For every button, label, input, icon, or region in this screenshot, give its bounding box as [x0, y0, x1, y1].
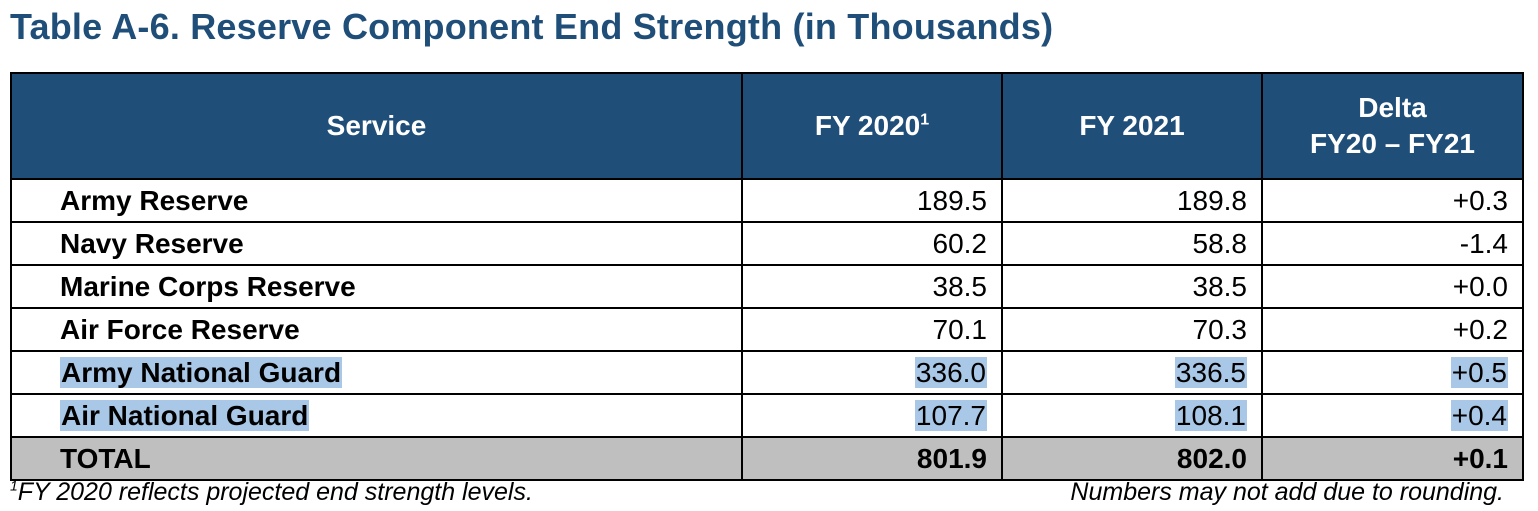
fy2021-cell: 108.1	[1001, 394, 1263, 438]
text-highlight: 108.1	[1174, 399, 1247, 431]
service-cell: Navy Reserve	[10, 222, 743, 266]
text-highlight: +0.5	[1450, 356, 1508, 388]
delta-cell: +0.3	[1261, 179, 1524, 223]
text-highlight: Army National Guard	[60, 356, 343, 388]
column-header-fy2021: FY 2021	[1001, 72, 1263, 180]
delta-cell: +0.2	[1261, 308, 1524, 352]
footnote: 1FY 2020 reflects projected end strength…	[10, 478, 533, 507]
column-header-service: Service	[10, 72, 743, 180]
service-cell: Marine Corps Reserve	[10, 265, 743, 309]
fy2020-cell: 38.5	[741, 265, 1003, 309]
footnote-text: FY 2020 reflects projected end strength …	[17, 478, 533, 506]
total-fy2020-cell: 801.9	[741, 437, 1003, 481]
column-header-delta: Delta FY20 – FY21	[1261, 72, 1524, 180]
table-row: Air Force Reserve 70.1 70.3 +0.2	[10, 308, 1524, 352]
table-row-highlighted: Army National Guard 336.0 336.5 +0.5	[10, 351, 1524, 395]
service-cell: Army Reserve	[10, 179, 743, 223]
total-row: TOTAL 801.9 802.0 +0.1	[10, 437, 1524, 481]
fy2020-cell: 70.1	[741, 308, 1003, 352]
fy2021-cell: 38.5	[1001, 265, 1263, 309]
header-row: Service FY 20201 FY 2021 Delta FY20 – FY2…	[10, 72, 1524, 180]
fy2021-cell: 336.5	[1001, 351, 1263, 395]
text-highlight: Air National Guard	[60, 399, 310, 431]
fy2020-cell: 189.5	[741, 179, 1003, 223]
text-highlight: 107.7	[914, 399, 987, 431]
fy2021-cell: 70.3	[1001, 308, 1263, 352]
table-row-highlighted: Air National Guard 107.7 108.1 +0.4	[10, 394, 1524, 438]
service-cell: Air National Guard	[10, 394, 743, 438]
fy2020-cell: 60.2	[741, 222, 1003, 266]
total-label-cell: TOTAL	[10, 437, 743, 481]
end-strength-table: Service FY 20201 FY 2021 Delta FY20 – FY2…	[10, 72, 1524, 481]
delta-cell: +0.5	[1261, 351, 1524, 395]
service-cell: Air Force Reserve	[10, 308, 743, 352]
column-header-fy2020: FY 20201	[741, 72, 1003, 180]
table-row: Army Reserve 189.5 189.8 +0.3	[10, 179, 1524, 223]
footnote-marker: 1	[10, 477, 18, 494]
fy2020-cell: 107.7	[741, 394, 1003, 438]
footnote-marker: 1	[920, 111, 930, 129]
total-fy2021-cell: 802.0	[1001, 437, 1263, 481]
service-cell: Army National Guard	[10, 351, 743, 395]
delta-cell: -1.4	[1261, 222, 1524, 266]
text-highlight: 336.5	[1174, 356, 1247, 388]
fy2020-cell: 336.0	[741, 351, 1003, 395]
fy2021-cell: 58.8	[1001, 222, 1263, 266]
table-row: Navy Reserve 60.2 58.8 -1.4	[10, 222, 1524, 266]
delta-cell: +0.0	[1261, 265, 1524, 309]
text-highlight: 336.0	[914, 356, 987, 388]
rounding-note: Numbers may not add due to rounding.	[1070, 478, 1504, 506]
fy2021-cell: 189.8	[1001, 179, 1263, 223]
total-delta-cell: +0.1	[1261, 437, 1524, 481]
table-row: Marine Corps Reserve 38.5 38.5 +0.0	[10, 265, 1524, 309]
table-title: Table A-6. Reserve Component End Strengt…	[10, 6, 1054, 47]
text-highlight: +0.4	[1450, 399, 1508, 431]
delta-cell: +0.4	[1261, 394, 1524, 438]
